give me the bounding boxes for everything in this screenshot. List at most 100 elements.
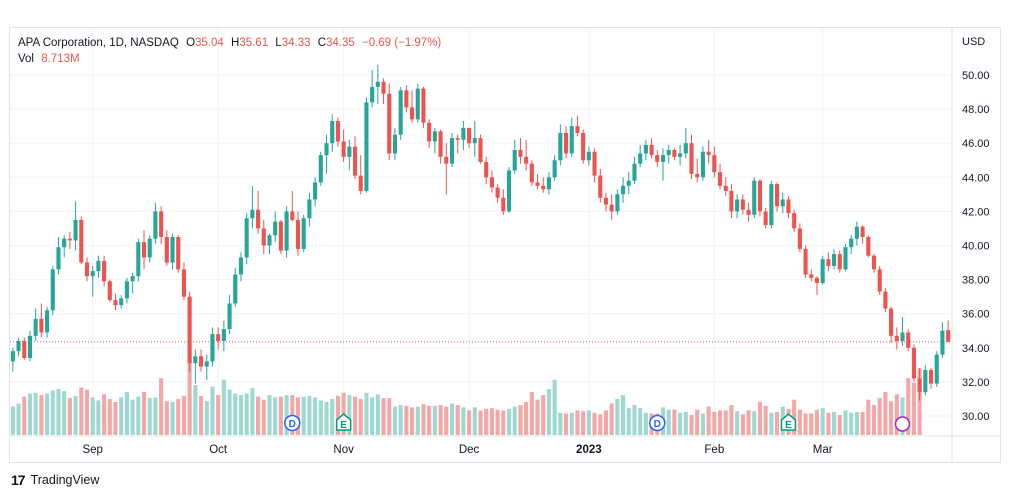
volume-bar	[883, 392, 888, 435]
candle-body	[198, 356, 204, 367]
chart-frame	[9, 27, 1001, 463]
volume-bar	[472, 407, 477, 435]
time-tick-label: Feb	[704, 444, 724, 456]
volume-bar	[809, 413, 814, 435]
candle-body	[398, 90, 403, 135]
volume-bar	[797, 409, 802, 435]
volume-bar	[626, 408, 631, 435]
volume-bar	[603, 410, 609, 435]
price-tick-label: 34.00	[962, 343, 990, 355]
volume-bar	[233, 393, 238, 435]
candle-body	[797, 228, 802, 249]
volume-bar	[170, 401, 175, 435]
currency-label: USD	[962, 36, 985, 48]
candle-body	[330, 121, 335, 144]
candle-body	[871, 255, 877, 270]
candle-body	[170, 236, 175, 263]
volume-bar	[906, 378, 911, 435]
dividend-icon	[284, 414, 301, 432]
volume-bar	[592, 412, 597, 435]
candle-body	[455, 138, 460, 140]
brand-name[interactable]: TradingView	[30, 473, 100, 487]
price-axis[interactable]: 30.00 32.00 34.00 36.00 38.00 40.00 42.00 44.00…	[962, 70, 990, 423]
candle-body	[119, 298, 124, 306]
volume-bar	[518, 405, 523, 435]
candle-body	[381, 81, 386, 94]
price-tick-label: 36.00	[962, 309, 990, 321]
candle-body	[934, 354, 939, 384]
candle-body	[73, 219, 78, 241]
volume-bar	[427, 405, 432, 435]
candle-body	[136, 242, 141, 277]
volume-bar	[67, 398, 72, 435]
candle-body	[546, 177, 551, 190]
candle-body	[290, 211, 295, 220]
volume-bar	[484, 408, 489, 435]
candle-body	[181, 269, 186, 297]
price-tick-label: 30.00	[962, 411, 990, 423]
volume-bar	[136, 396, 141, 435]
candle-body	[814, 277, 820, 284]
candle-body	[261, 228, 266, 246]
volume-bar	[398, 405, 403, 435]
candle-body	[221, 329, 226, 341]
volume-bar	[449, 403, 455, 435]
candle-body	[50, 269, 55, 311]
price-tick-label: 32.00	[962, 377, 990, 389]
volume-bar	[638, 408, 643, 435]
candle-body	[632, 163, 637, 181]
change-value: −0.69 (−1.97%)	[361, 37, 442, 49]
volume-bar	[84, 389, 90, 435]
volume-bar	[689, 415, 694, 435]
candle-body	[518, 150, 523, 157]
candle-body	[472, 138, 477, 144]
candle-body	[56, 247, 61, 270]
high-value: 35.61	[239, 37, 269, 49]
time-axis[interactable]: Sep Oct Nov Dec 2023 Feb Mar	[82, 444, 832, 456]
candle-body	[204, 361, 209, 367]
candle-body	[940, 330, 945, 355]
volume-bar	[147, 398, 152, 435]
volume-bar	[729, 405, 734, 435]
candle-body	[792, 213, 797, 229]
price-tick-label: 46.00	[962, 138, 990, 150]
volume-bar	[432, 405, 437, 435]
open-label: O	[186, 37, 196, 49]
candle-body	[849, 238, 854, 248]
open-value: 35.04	[195, 37, 224, 49]
volume-bar	[381, 398, 386, 435]
volume-bar	[586, 410, 591, 435]
candle-body	[227, 303, 232, 330]
candle-body	[837, 254, 842, 270]
volume-bar	[50, 390, 55, 435]
volume-bar	[204, 401, 209, 435]
volume-bar	[615, 398, 620, 435]
candle-body	[335, 121, 340, 142]
time-tick-label: 2023	[576, 444, 602, 456]
candle-body	[250, 209, 255, 219]
candle-body	[387, 93, 392, 154]
candle-body	[238, 257, 244, 275]
candle-body	[552, 160, 557, 178]
candle-body	[638, 153, 643, 164]
candle-body	[752, 180, 757, 215]
close-label: C	[317, 37, 326, 49]
volume-bar	[370, 397, 375, 435]
symbol-title[interactable]: APA Corporation, 1D, NASDAQ	[18, 37, 179, 49]
candle-body	[295, 219, 301, 249]
split-icon	[894, 416, 911, 432]
candle-body	[392, 134, 398, 154]
price-tick-label: 48.00	[962, 104, 990, 116]
volume-bar	[860, 411, 865, 435]
volume-bar	[837, 415, 842, 435]
candle-body	[427, 122, 432, 142]
volume-bar	[130, 399, 135, 435]
grid-lines	[10, 28, 951, 435]
candle-body	[586, 151, 591, 161]
volume-bar	[45, 393, 50, 435]
tradingview-logo-icon[interactable]: 17	[11, 472, 26, 488]
volume-value: 8.713M	[41, 53, 80, 65]
candle-body	[347, 146, 352, 157]
